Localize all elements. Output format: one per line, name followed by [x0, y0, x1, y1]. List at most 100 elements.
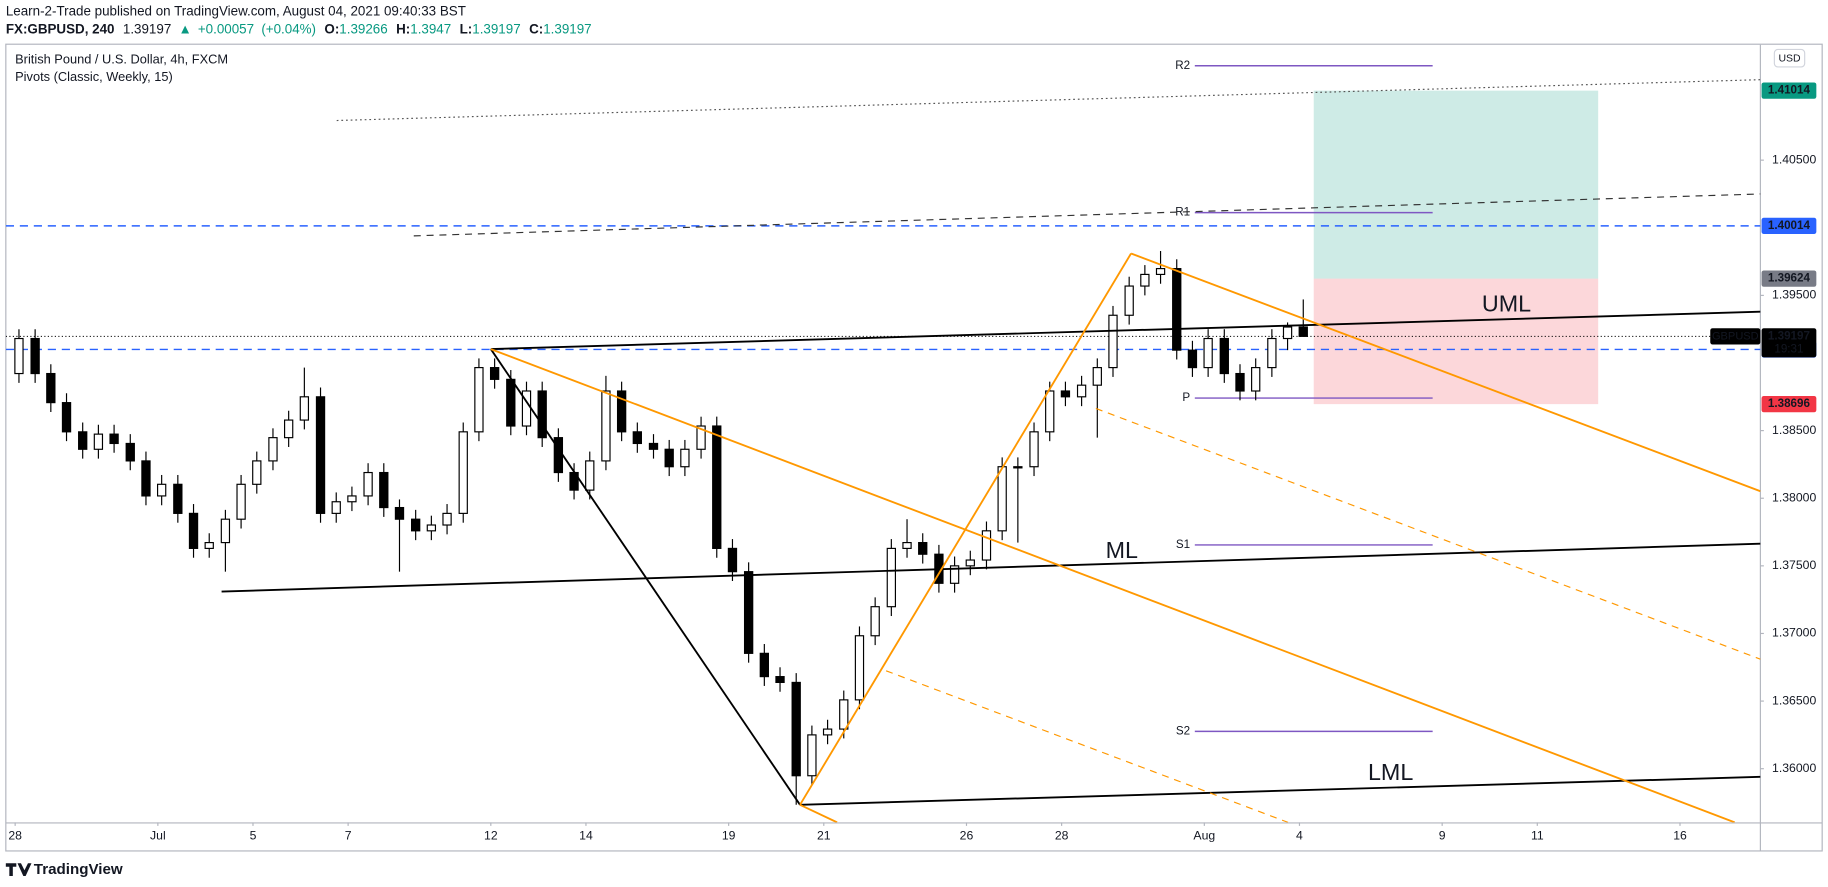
pivot-label: S1 — [1176, 538, 1190, 551]
candle-body — [299, 396, 310, 421]
logo-mark — [5, 863, 32, 877]
ohlc-key: O: — [324, 21, 339, 36]
currency-button[interactable] — [1773, 48, 1806, 68]
candle-body — [394, 506, 405, 520]
candle-body — [442, 512, 452, 526]
ohlc-key: C: — [529, 21, 543, 36]
trend-line — [221, 542, 1761, 593]
candle-body — [30, 337, 40, 375]
candle-body — [822, 728, 833, 736]
candle-body — [1060, 390, 1071, 398]
candle-body — [379, 471, 389, 509]
profit-zone — [1313, 90, 1599, 279]
x-tick-label: 9 — [1439, 829, 1446, 843]
candle-body — [616, 390, 627, 433]
candle-body — [902, 542, 912, 549]
currency[interactable]: USD — [1778, 54, 1801, 65]
candle-body — [1029, 431, 1039, 468]
candle-body — [949, 565, 960, 584]
change-pct: (+0.04%) — [261, 21, 316, 36]
pivot-label: S2 — [1176, 724, 1190, 737]
last-price-label: 1.39197 — [1768, 329, 1810, 342]
level-label: 1.40014 — [1768, 219, 1811, 232]
trend-line — [413, 193, 1761, 237]
candle-body — [1124, 285, 1134, 316]
candle-body — [632, 431, 642, 445]
x-tick-label: Jul — [150, 829, 166, 843]
chart-frame — [5, 43, 1823, 852]
candle-body — [506, 378, 516, 427]
candle-body — [1172, 268, 1182, 351]
ohlc-key: L: — [460, 21, 473, 36]
candle-body — [1092, 367, 1102, 386]
candle-body — [331, 501, 341, 514]
trend-label: LML — [1368, 759, 1413, 785]
stop-label: 1.38696 — [1768, 397, 1811, 410]
trend-line — [490, 348, 1736, 823]
candle-body — [807, 734, 817, 777]
candle-body — [220, 518, 231, 544]
entry-label: 1.39624 — [1768, 272, 1811, 285]
x-tick-label: 16 — [1673, 829, 1687, 843]
trend-label: UML — [1482, 290, 1531, 316]
candle-body — [1219, 337, 1229, 375]
indicator-label: Pivots (Classic, Weekly, 15) — [15, 69, 173, 84]
symbol: FX:GBPUSD, 240 — [6, 21, 115, 36]
x-tick-label: 26 — [960, 829, 974, 843]
candle-body — [1187, 349, 1198, 369]
candle-body — [664, 448, 674, 468]
candle-body — [791, 681, 801, 777]
candle-body — [537, 390, 547, 439]
candle-body — [870, 606, 880, 637]
y-tick-label: 1.38000 — [1772, 490, 1816, 504]
target-label-bg — [1761, 82, 1817, 99]
change: +0.00057 — [198, 21, 254, 36]
x-tick-label: 28 — [1055, 829, 1069, 843]
candle-body — [775, 676, 785, 684]
y-tick-label: 1.36500 — [1772, 693, 1816, 707]
candle-body — [1076, 384, 1087, 398]
candle-body — [1282, 326, 1293, 340]
publisher: Learn-2-Trade published on TradingView.c… — [6, 4, 466, 19]
candle-body — [173, 483, 183, 514]
candle-body — [727, 547, 738, 573]
candle-body — [109, 433, 119, 445]
symbol-line: FX:GBPUSD, 240 1.39197 ▲ +0.00057 (+0.04… — [6, 21, 592, 36]
candle-body — [426, 524, 437, 532]
candle-body — [854, 635, 865, 701]
candle-body — [125, 442, 135, 462]
x-tick-label: 28 — [8, 829, 22, 843]
symbol-tag-bg — [1710, 328, 1761, 345]
candle-body — [363, 471, 373, 497]
trend-line — [1130, 252, 1761, 493]
x-tick-label: 14 — [579, 829, 593, 843]
candle-body — [981, 530, 992, 561]
candle-body — [680, 448, 690, 468]
last-price-bg — [1761, 328, 1817, 358]
candle-body — [648, 442, 659, 450]
pivot-label: P — [1182, 391, 1190, 404]
y-tick-label: 1.37500 — [1772, 558, 1816, 572]
candle-body — [1298, 326, 1308, 337]
candle-body — [759, 652, 769, 678]
y-tick-label: 1.39500 — [1772, 288, 1816, 302]
x-tick-label: 4 — [1296, 829, 1303, 843]
pivot-label: R2 — [1175, 59, 1190, 72]
candle-body — [315, 396, 326, 514]
candle-body — [268, 437, 278, 462]
trend-line — [490, 310, 1761, 351]
candle-body — [712, 425, 722, 549]
candle-body — [1013, 466, 1023, 469]
brand: TradingView — [34, 861, 123, 878]
candle-body — [283, 419, 294, 439]
candle-body — [743, 571, 754, 654]
x-tick-label: 12 — [484, 829, 498, 843]
candle-body — [156, 483, 167, 497]
candle-body — [696, 425, 706, 450]
candle-body — [61, 402, 72, 433]
candle-body — [474, 367, 484, 433]
candle-body — [1155, 268, 1166, 276]
candle-body — [458, 431, 468, 514]
